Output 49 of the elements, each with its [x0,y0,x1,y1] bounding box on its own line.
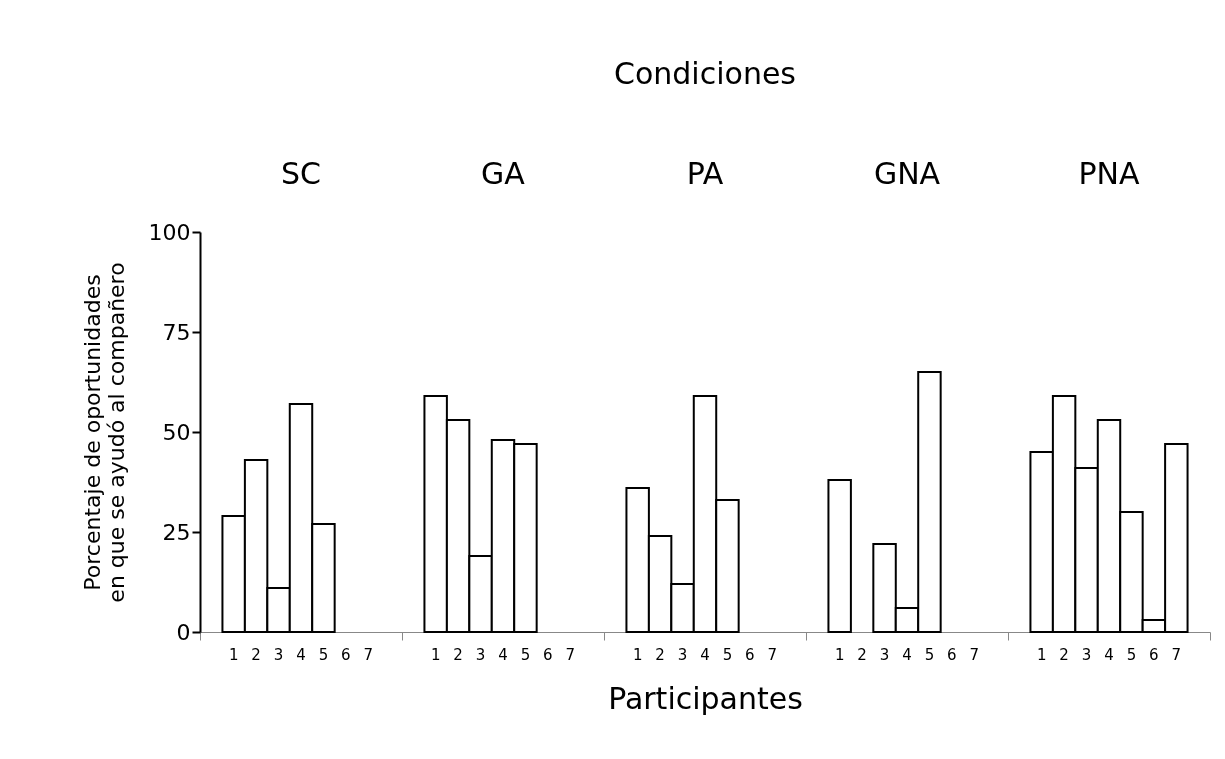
text: 5 [722,646,733,664]
y-axis-title: Porcentaje de oportunidades en que se ayudó al compañero [79,262,129,603]
text: 5 [1126,646,1137,664]
text: 3 [1081,646,1092,664]
y-tick-label: 100 [148,219,191,245]
text: 7 [363,646,374,664]
x-tick-label: SC [281,156,321,191]
text: 7 [565,646,576,664]
series-label: 7 [1171,646,1182,664]
text: 2 [453,646,463,664]
series-label: 1 [228,646,239,664]
series-label: 4 [296,646,306,664]
y-tick-label: 25 [162,519,191,545]
chart-title: Condiciones [614,56,796,91]
y-tick-label: 50 [162,419,191,445]
text: 7 [767,646,778,664]
series-label: 5 [318,646,329,664]
x-tick-label: PNA [1078,156,1140,191]
text: 5 [924,646,935,664]
text: 6 [341,646,351,664]
series-label: 2 [251,646,261,664]
bar [827,479,852,633]
text: 1 [834,646,845,664]
series-label: 3 [273,646,284,664]
text: 6 [745,646,755,664]
text: 3 [475,646,486,664]
text: 6 [947,646,957,664]
x-tick-label: PA [686,156,724,191]
text: 5 [520,646,531,664]
text: 3 [677,646,688,664]
text: 1 [1036,646,1047,664]
y-tick-label: 75 [162,319,191,345]
text: 4 [700,646,710,664]
text: 4 [498,646,508,664]
text: 2 [857,646,867,664]
text: 4 [902,646,912,664]
y-tick-label: 0 [176,619,191,645]
text: 2 [655,646,665,664]
text: 7 [969,646,980,664]
text: 2 [1059,646,1069,664]
text: 1 [430,646,441,664]
x-tick-label: GNA [873,156,941,191]
series-label: 6 [1149,646,1159,664]
text: 3 [879,646,890,664]
text: 6 [543,646,553,664]
x-tick-label: GA [481,156,526,191]
text: 1 [632,646,643,664]
text: 4 [1104,646,1114,664]
x-axis-title: Participantes [608,681,803,716]
